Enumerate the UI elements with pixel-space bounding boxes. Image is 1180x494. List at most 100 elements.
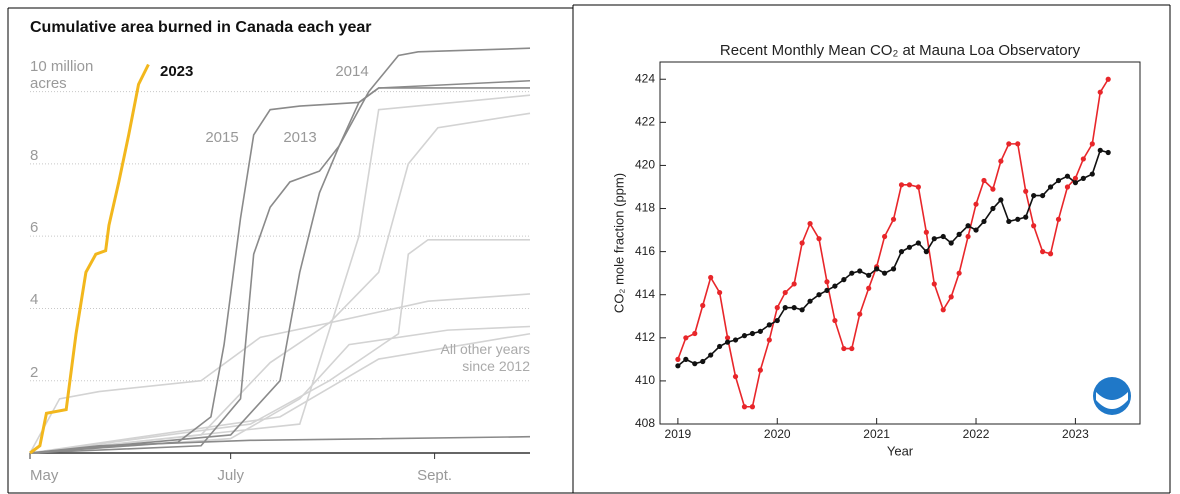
series-line bbox=[677, 149, 1109, 367]
point bbox=[749, 404, 756, 410]
point bbox=[849, 270, 855, 276]
y-tick-label: 4 bbox=[30, 291, 39, 309]
point bbox=[1097, 147, 1103, 153]
point bbox=[757, 367, 763, 373]
point bbox=[915, 184, 921, 190]
y-tick-label: 2 bbox=[30, 363, 39, 381]
point bbox=[799, 240, 805, 246]
point bbox=[807, 298, 813, 304]
point bbox=[956, 270, 962, 276]
point bbox=[791, 281, 797, 287]
point bbox=[915, 240, 921, 246]
point bbox=[1089, 141, 1095, 147]
y-tick-label: 422 bbox=[635, 115, 655, 129]
y-tick-label: 412 bbox=[635, 330, 655, 344]
x-tick-label: Sept. bbox=[417, 467, 452, 484]
point bbox=[675, 363, 681, 369]
point bbox=[1015, 141, 1021, 147]
point bbox=[824, 279, 830, 285]
x-tick-label: 2021 bbox=[863, 427, 890, 441]
point bbox=[841, 345, 847, 352]
point bbox=[981, 218, 987, 225]
series-line bbox=[29, 79, 531, 454]
point bbox=[890, 266, 897, 272]
point bbox=[700, 358, 706, 365]
point bbox=[1006, 218, 1012, 225]
point bbox=[948, 240, 954, 246]
point bbox=[841, 277, 847, 283]
annotation: All other years since 2012 bbox=[440, 341, 530, 374]
point bbox=[791, 305, 797, 311]
point bbox=[766, 337, 772, 343]
point bbox=[782, 305, 788, 311]
point bbox=[981, 177, 987, 184]
point bbox=[965, 223, 971, 229]
point bbox=[700, 302, 706, 309]
point bbox=[1006, 141, 1012, 147]
series-label: 2015 bbox=[205, 129, 238, 146]
point bbox=[766, 322, 772, 328]
point bbox=[973, 227, 979, 233]
point bbox=[906, 244, 913, 250]
point bbox=[1023, 188, 1029, 194]
point bbox=[1097, 89, 1103, 95]
y-tick-label: 416 bbox=[635, 244, 655, 258]
point bbox=[881, 233, 888, 240]
series-line bbox=[29, 87, 530, 454]
point bbox=[998, 158, 1004, 164]
point bbox=[866, 285, 872, 291]
point bbox=[724, 335, 731, 341]
point bbox=[874, 266, 880, 272]
point bbox=[717, 289, 723, 296]
point bbox=[807, 221, 813, 227]
point bbox=[931, 236, 937, 242]
point bbox=[890, 216, 897, 222]
point bbox=[898, 249, 905, 255]
point bbox=[799, 307, 805, 313]
series-line bbox=[29, 238, 530, 454]
x-tick-label: 2019 bbox=[665, 427, 692, 441]
y-tick-label: 414 bbox=[635, 287, 655, 301]
point bbox=[816, 292, 822, 298]
point bbox=[1072, 180, 1079, 186]
point bbox=[692, 361, 698, 367]
x-tick-label: 2022 bbox=[963, 427, 990, 441]
point bbox=[866, 272, 872, 278]
y-tick-label: 424 bbox=[635, 71, 655, 85]
point bbox=[724, 339, 731, 345]
point bbox=[1023, 214, 1029, 220]
point bbox=[832, 283, 838, 289]
noaa-logo-wave bbox=[1096, 392, 1128, 409]
y-tick-label: 6 bbox=[30, 219, 39, 237]
chart-title: Recent Monthly Mean CO₂ at Mauna Loa Obs… bbox=[720, 42, 1081, 59]
point bbox=[990, 186, 996, 192]
point bbox=[1055, 216, 1062, 222]
point bbox=[732, 373, 739, 380]
point bbox=[1064, 184, 1071, 190]
x-tick-label: May bbox=[30, 467, 59, 484]
point bbox=[940, 307, 946, 313]
series-line bbox=[29, 63, 150, 455]
point bbox=[1031, 192, 1037, 199]
point bbox=[849, 345, 855, 352]
point bbox=[1089, 171, 1095, 177]
series-line bbox=[29, 47, 531, 454]
point bbox=[708, 352, 714, 358]
plot-frame bbox=[659, 61, 1141, 425]
point bbox=[940, 233, 946, 240]
point bbox=[692, 330, 698, 337]
series-line bbox=[29, 293, 531, 454]
point bbox=[1080, 175, 1086, 181]
series-line bbox=[29, 325, 531, 454]
point bbox=[683, 356, 689, 362]
y-tick-label: 420 bbox=[635, 158, 655, 172]
point bbox=[1047, 251, 1054, 257]
y-tick-label: 10 million acres bbox=[30, 57, 94, 92]
point bbox=[749, 330, 756, 337]
point bbox=[973, 201, 979, 207]
point bbox=[990, 205, 996, 212]
point bbox=[931, 281, 937, 287]
point bbox=[1040, 192, 1046, 199]
